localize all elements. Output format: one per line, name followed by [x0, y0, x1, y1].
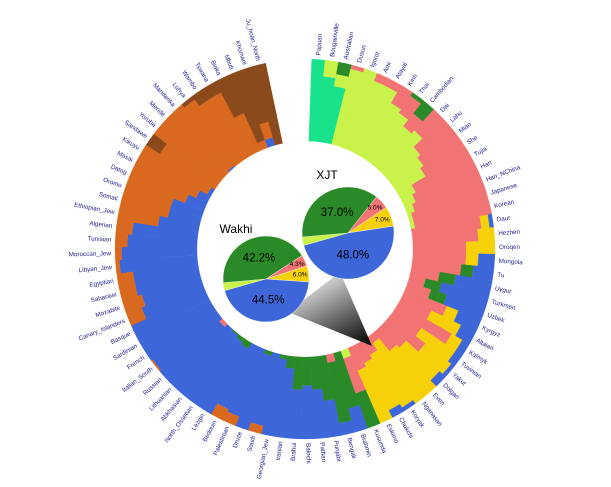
population-label: Palestinian	[212, 425, 231, 456]
ancestry-segment	[459, 264, 474, 278]
population-label: Georgian_Jew	[256, 438, 271, 480]
pie-slice	[301, 186, 377, 238]
pie-value-label: 5.0%	[368, 205, 383, 212]
ancestry-segment	[466, 240, 496, 255]
population-label: Egyptian	[89, 278, 115, 289]
pie-value-label: 7.0%	[375, 216, 390, 223]
population-label: Bengali	[346, 437, 358, 459]
population-label: Kikuyu	[121, 136, 141, 152]
population-label: Lahu	[449, 109, 465, 124]
population-label: Miao	[458, 121, 474, 135]
population-label: She	[466, 134, 480, 146]
population-label: Yoruba	[137, 111, 157, 129]
population-label: Wambo	[180, 69, 198, 91]
population-label: Brahmin	[359, 433, 373, 458]
population-label: Uzbek	[486, 312, 506, 325]
pie-value-label: 6.0%	[293, 272, 308, 279]
population-label: Pathan	[318, 442, 327, 463]
population-label: Bedouin	[202, 419, 219, 443]
population-label: Hezhen	[498, 229, 521, 238]
pie-title: XJT	[316, 168, 338, 182]
population-label: Tu	[497, 272, 505, 280]
population-label: Mongola	[498, 258, 523, 267]
population-label: Kalmyk	[467, 349, 489, 366]
population-label: Australian	[343, 31, 356, 60]
population-label: Thai	[418, 81, 431, 95]
population-label: Kusunda	[372, 429, 388, 455]
population-label: Oroqen	[499, 244, 521, 251]
population-label: Chukchi	[397, 416, 414, 439]
population-label: Algerian	[89, 220, 113, 230]
population-label: Balochi	[304, 443, 311, 464]
population-label: Tswana	[193, 61, 210, 83]
population-label: Brahui	[290, 443, 298, 462]
population-label: Biaka	[209, 59, 222, 77]
population-label: Bougainville	[329, 22, 341, 57]
ancestry-segment	[114, 233, 129, 248]
pie-slice	[222, 235, 303, 283]
population-label: Mbuti	[223, 54, 235, 71]
population-label: Dolgan	[441, 382, 461, 401]
population-label: Druze	[232, 430, 244, 449]
pie-title: Wakhi	[220, 222, 253, 236]
population-label: Ethiopian_Jew	[74, 202, 116, 217]
population-label: Kinh	[407, 73, 420, 88]
ancestry-segment	[477, 253, 496, 268]
population-label: Libyan_Jew	[78, 264, 112, 274]
pie-value-label: 44.5%	[252, 294, 285, 306]
population-label: Lezgin	[191, 412, 207, 432]
population-label: French	[126, 354, 147, 371]
pie-value-label: 37.0%	[321, 207, 354, 219]
ancestry-segment	[252, 62, 283, 146]
population-label: Dai	[439, 102, 451, 114]
population-label: Mozabite	[95, 305, 122, 320]
pie-value-label: 4.3%	[290, 261, 305, 268]
population-label: Han	[480, 159, 494, 170]
population-label: Korean	[494, 199, 516, 210]
population-label: Saharawi	[90, 291, 117, 304]
ancestry-segment	[465, 253, 479, 267]
population-label: Basque	[110, 330, 133, 346]
population-label: Luhya	[171, 82, 187, 100]
population-label: Papuan	[315, 33, 324, 56]
population-label: Koryak	[409, 409, 426, 430]
ancestry-segment	[302, 356, 313, 386]
population-label: Even	[431, 392, 446, 408]
population-label: Altaian	[475, 337, 496, 352]
population-label: Igorot	[369, 51, 381, 69]
population-label: Tujia	[473, 145, 489, 158]
population-label: Somali	[98, 191, 118, 203]
population-label: Punjabi	[332, 440, 342, 462]
population-label: Saudi	[246, 435, 257, 452]
population-label: Cambodian	[429, 75, 456, 104]
population-label: Mende	[148, 100, 167, 119]
population-label: Iranian	[275, 441, 284, 461]
population-label: Japanese	[490, 182, 519, 197]
population-label: Turkmen	[491, 299, 517, 313]
pie-value-label: 48.0%	[337, 250, 370, 262]
population-label: Eskimo	[385, 423, 400, 445]
population-label: Kyrgyz	[481, 325, 501, 339]
population-label: Ju_hoan_North	[244, 18, 261, 62]
population-label: Datog	[110, 163, 129, 176]
population-label: Tunisian	[87, 235, 111, 243]
population-label: Moroccan_Jew	[69, 250, 112, 258]
zoom-cone	[288, 272, 372, 346]
ancestry-segment	[477, 227, 495, 242]
pie-slice	[303, 225, 395, 280]
population-label: Daur	[496, 215, 511, 224]
ancestry-segment	[114, 246, 122, 261]
population-label: Ami	[382, 61, 393, 74]
population-label: Masai	[116, 150, 134, 164]
population-label: Atayal	[395, 61, 410, 80]
population-label: Yakut	[451, 372, 468, 388]
population-label: Khomani	[233, 40, 247, 66]
pie-value-label: 42.2%	[243, 253, 276, 265]
population-label: Uygur	[494, 285, 512, 295]
pie-slice	[224, 278, 310, 323]
population-label: Oromo	[102, 177, 123, 190]
population-label: Dusun	[356, 44, 368, 64]
